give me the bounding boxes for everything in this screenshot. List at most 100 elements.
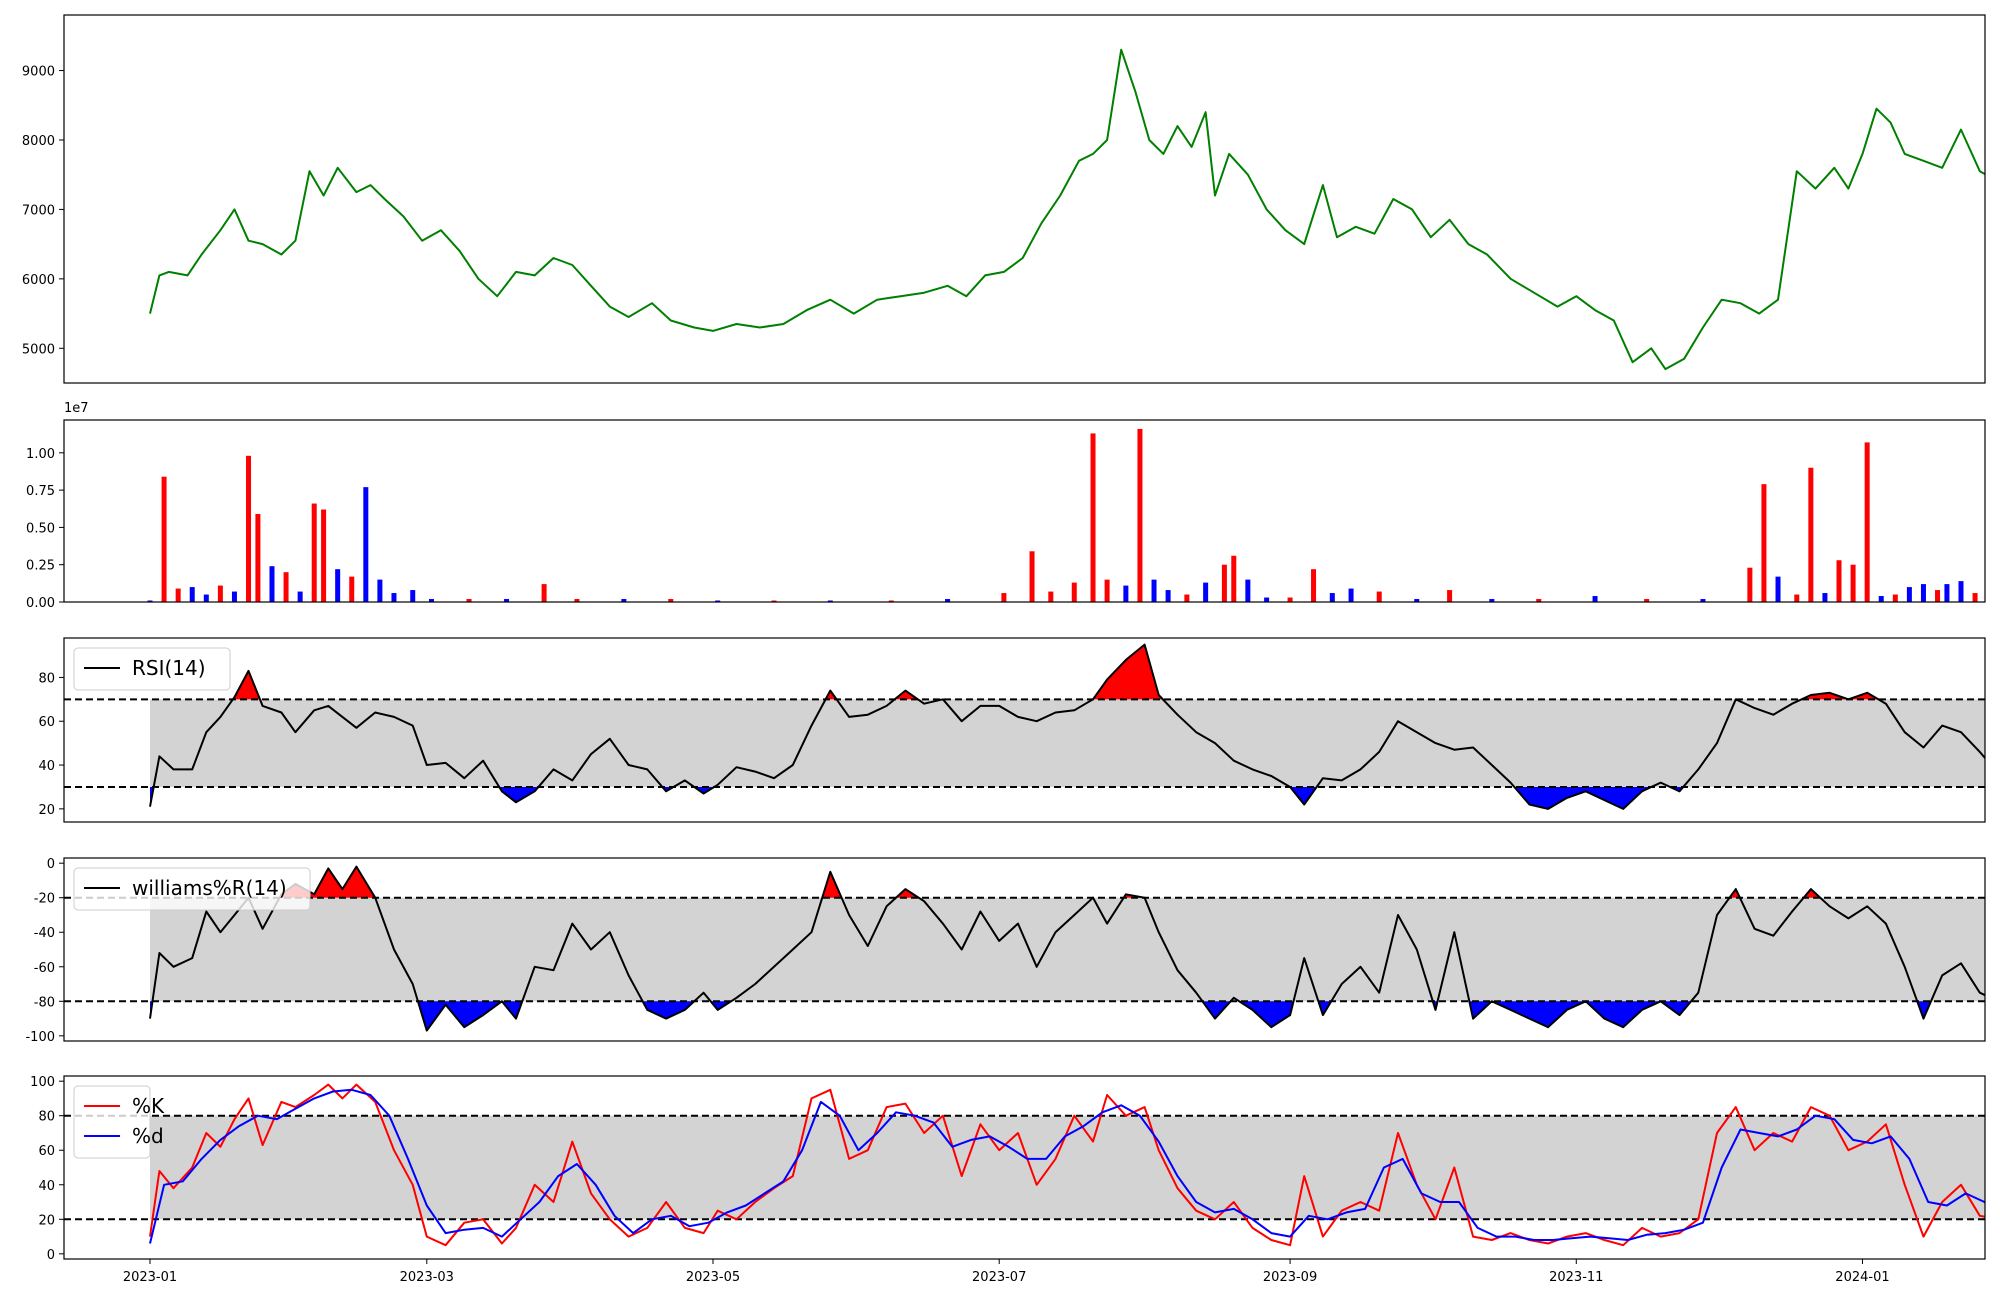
axes-frame: [63, 1075, 1986, 1260]
price-line: [149, 48, 1985, 371]
volume-bar: [1747, 567, 1753, 602]
volume-bar: [1029, 551, 1035, 602]
volume-bar: [1700, 599, 1706, 602]
volume-bar: [1165, 590, 1171, 602]
oversold-fill: [150, 786, 1699, 809]
y-tick-label: 6000: [22, 273, 55, 288]
legend-box: [73, 1085, 151, 1159]
y-multiplier-label: 1e7: [64, 401, 89, 416]
volume-bar: [1972, 593, 1978, 602]
volume-bar: [1935, 590, 1941, 602]
volume-bar: [1878, 596, 1884, 602]
x-tick-label: 2024-01: [1835, 1270, 1889, 1285]
legend: %K %d: [73, 1085, 165, 1159]
neutral-band: [150, 699, 1985, 787]
volume-bar: [1892, 594, 1898, 602]
volume-bar: [161, 476, 167, 602]
volume-bar: [1775, 576, 1781, 602]
volume-bar: [1048, 591, 1054, 602]
rsi-line: [149, 643, 1985, 810]
y-tick-label: 20: [38, 1213, 55, 1228]
volume-bar: [771, 600, 777, 602]
volume-bar: [1329, 593, 1335, 602]
y-tick-label: 0.00: [26, 596, 55, 611]
y-tick-label: 0.50: [26, 521, 55, 536]
volume-bar: [1348, 588, 1354, 602]
volume-bar: [668, 599, 674, 602]
plot-area: [64, 643, 1985, 810]
volume-bar: [1761, 484, 1767, 602]
volume-bar: [246, 455, 252, 602]
y-tick-label: 9000: [22, 65, 55, 80]
y-tick-label: 80: [38, 671, 55, 686]
overbought-fill: [220, 644, 1886, 700]
panel-rsi: 20 40 60 80 RSI(14): [38, 637, 1986, 823]
legend-box: [73, 647, 231, 691]
x-tick-label: 2023-01: [123, 1270, 177, 1285]
y-tick-label: 0.75: [26, 484, 55, 499]
volume-bar: [1231, 555, 1237, 602]
legend-label: williams%R(14): [132, 876, 287, 900]
volume-bar: [1592, 596, 1598, 602]
volume-bar: [1850, 564, 1856, 602]
volume-bar: [175, 588, 181, 602]
volume-bar: [1920, 584, 1926, 602]
volume-bar: [1123, 585, 1129, 602]
volume-bar: [1245, 579, 1251, 602]
volume-bar: [1822, 593, 1828, 602]
axes-frame: [63, 14, 1986, 384]
y-tick-label: -20: [34, 892, 55, 907]
y-tick-label: -60: [34, 961, 55, 976]
volume-bar: [1264, 597, 1270, 602]
y-tick-label: 1.00: [26, 447, 55, 462]
series-line: [149, 1083, 1985, 1247]
plot-area: [147, 428, 1992, 602]
volume-bar: [377, 579, 383, 602]
axes-frame: [63, 419, 1986, 603]
x-tick-label: 2023-03: [400, 1270, 454, 1285]
legend-label: RSI(14): [132, 656, 206, 680]
y-tick-label: 20: [38, 803, 55, 818]
volume-bar: [297, 591, 303, 602]
volume-bar: [715, 600, 721, 602]
volume-bar: [827, 600, 833, 602]
volume-bar: [1447, 590, 1453, 602]
volume-bar: [1090, 433, 1096, 602]
volume-bar: [1794, 594, 1800, 602]
volume-bar: [1987, 598, 1992, 602]
x-tick-label: 2023-09: [1263, 1270, 1317, 1285]
volume-bar: [1958, 581, 1964, 602]
volume-bar: [466, 599, 472, 602]
y-tick-label: 60: [38, 715, 55, 730]
volume-bar: [945, 599, 951, 602]
volume-bar: [1184, 594, 1190, 602]
volume-bar: [1104, 579, 1110, 602]
volume-bar: [504, 599, 510, 602]
y-tick-label: -100: [25, 1030, 55, 1045]
y-tick-label: 80: [38, 1110, 55, 1125]
volume-bar: [1287, 597, 1293, 602]
volume-bar: [1376, 591, 1382, 602]
volume-bar: [189, 587, 195, 602]
panel-volume: 0.00 0.25 0.50 0.75 1.00 1e7: [26, 401, 1992, 611]
volume-bar: [1836, 560, 1842, 602]
axes-frame: [63, 637, 1986, 823]
williams-line: [149, 865, 1985, 1032]
volume-bar: [574, 599, 580, 602]
volume-bar: [1414, 599, 1420, 602]
volume-bar: [1311, 569, 1317, 602]
volume-bar: [621, 599, 627, 602]
y-tick-label: 40: [38, 759, 55, 774]
panel-stochastic: 0 20 40 60 80 100 %K %d 2023-01 2023-03 2023-05 202…: [30, 1075, 1986, 1285]
x-tick-label: 2023-11: [1549, 1270, 1603, 1285]
volume-bar: [1151, 579, 1157, 602]
volume-bar: [410, 590, 416, 602]
y-tick-label: 7000: [22, 203, 55, 218]
legend-label: %K: [132, 1094, 165, 1118]
legend-box: [73, 867, 311, 911]
volume-bar: [1944, 584, 1950, 602]
plot-area: [149, 48, 1985, 371]
overbought-fill: [262, 866, 1830, 898]
volume-bar: [1906, 587, 1912, 602]
